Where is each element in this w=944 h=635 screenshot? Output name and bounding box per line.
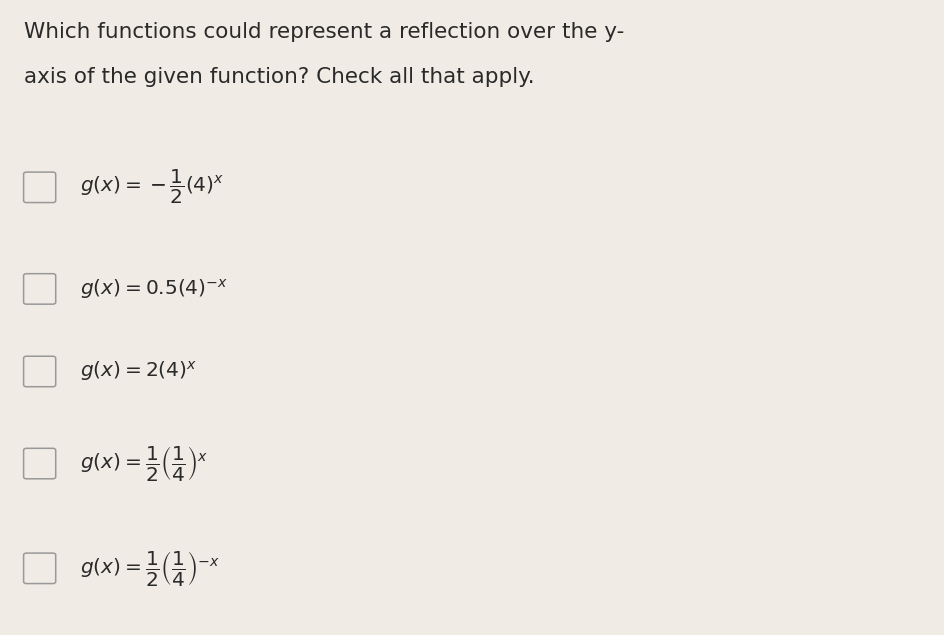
Text: $g(x) = 0.5(4)^{-x}$: $g(x) = 0.5(4)^{-x}$ <box>80 277 228 301</box>
FancyBboxPatch shape <box>24 356 56 387</box>
Text: $g(x) = -\dfrac{1}{2}(4)^{x}$: $g(x) = -\dfrac{1}{2}(4)^{x}$ <box>80 168 225 206</box>
Text: $g(x) = \dfrac{1}{2}\left(\dfrac{1}{4}\right)^{-x}$: $g(x) = \dfrac{1}{2}\left(\dfrac{1}{4}\r… <box>80 549 220 588</box>
FancyBboxPatch shape <box>24 172 56 203</box>
Text: $g(x) = 2(4)^{x}$: $g(x) = 2(4)^{x}$ <box>80 359 197 384</box>
Text: $g(x) = \dfrac{1}{2}\left(\dfrac{1}{4}\right)^{x}$: $g(x) = \dfrac{1}{2}\left(\dfrac{1}{4}\r… <box>80 444 209 483</box>
Text: Which functions could represent a reflection over the y-: Which functions could represent a reflec… <box>24 22 624 42</box>
FancyBboxPatch shape <box>24 274 56 304</box>
FancyBboxPatch shape <box>24 448 56 479</box>
Text: axis of the given function? Check all that apply.: axis of the given function? Check all th… <box>24 67 534 86</box>
FancyBboxPatch shape <box>24 553 56 584</box>
